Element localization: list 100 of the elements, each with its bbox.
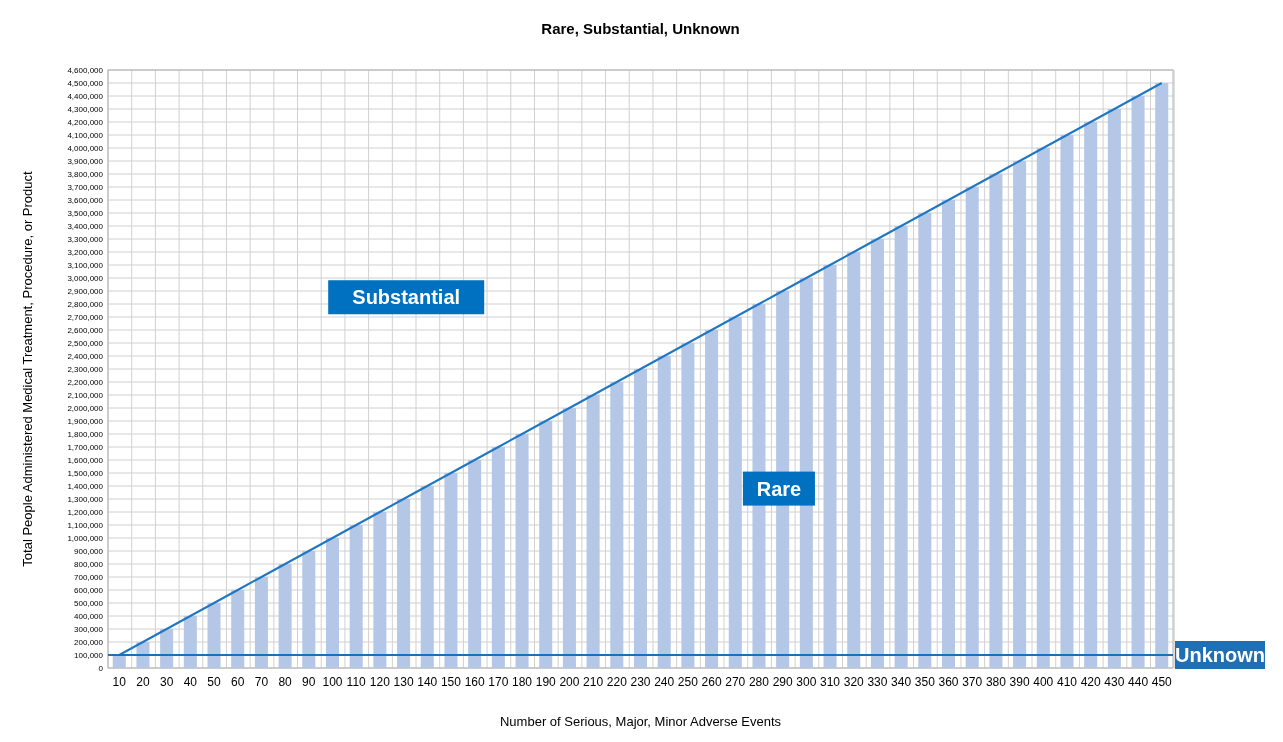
y-tick-label: 4,500,000 xyxy=(67,78,104,88)
x-tick-label: 400 xyxy=(1033,675,1054,689)
bar xyxy=(965,187,979,668)
y-tick-label: 3,800,000 xyxy=(67,169,104,179)
bar xyxy=(918,213,932,668)
line-series xyxy=(118,82,1163,656)
y-tick-label: 1,000,000 xyxy=(67,533,104,543)
x-tick-label: 180 xyxy=(512,675,533,689)
bar xyxy=(515,434,529,668)
x-tick-label: 210 xyxy=(583,675,604,689)
y-tick-label: 2,000,000 xyxy=(67,403,104,413)
y-tick-label: 4,400,000 xyxy=(67,91,104,101)
ref-line-label: Unknown xyxy=(1175,644,1265,666)
x-tick-label: 240 xyxy=(654,675,675,689)
y-tick-label: 300,000 xyxy=(74,624,104,634)
y-tick-label: 2,900,000 xyxy=(67,286,104,296)
bar xyxy=(302,551,316,668)
x-tick-label: 370 xyxy=(962,675,983,689)
x-tick-label: 260 xyxy=(701,675,722,689)
x-tick-label: 150 xyxy=(440,675,462,689)
y-tick-label: 2,700,000 xyxy=(67,312,104,322)
y-tick-label: 1,800,000 xyxy=(67,429,104,439)
x-tick-label: 50 xyxy=(207,675,222,689)
x-tick-label: 300 xyxy=(796,675,817,689)
x-tick-label: 360 xyxy=(938,675,959,689)
y-tick-label: 1,200,000 xyxy=(67,507,104,517)
y-tick-label: 3,100,000 xyxy=(67,260,104,270)
x-tick-label: 170 xyxy=(488,675,509,689)
bar xyxy=(349,525,363,668)
y-tick-label: 4,300,000 xyxy=(67,104,104,114)
bar xyxy=(1131,96,1145,668)
bar xyxy=(1107,109,1121,668)
y-tick-label: 1,400,000 xyxy=(67,481,104,491)
bar xyxy=(254,577,268,668)
x-tick-label: 410 xyxy=(1056,675,1078,689)
bar xyxy=(397,499,411,668)
bar xyxy=(231,590,245,668)
y-tick-label: 2,600,000 xyxy=(67,325,104,335)
x-tick-label: 120 xyxy=(369,675,391,689)
bar xyxy=(633,369,648,668)
y-tick-label: 500,000 xyxy=(74,598,104,608)
x-tick-label: 220 xyxy=(606,675,628,689)
x-tick-label: 100 xyxy=(322,675,343,689)
bar xyxy=(491,447,505,668)
bar xyxy=(823,265,837,668)
bar xyxy=(705,330,719,668)
y-tick-label: 1,700,000 xyxy=(67,442,104,452)
bar xyxy=(325,538,340,668)
chart-title: Rare, Substantial, Unknown xyxy=(541,20,740,37)
bar xyxy=(681,343,695,668)
x-tick-label: 130 xyxy=(393,675,414,689)
y-tick-label: 700,000 xyxy=(74,572,104,582)
x-tick-label: 10 xyxy=(112,675,127,689)
x-tick-label: 70 xyxy=(254,675,269,689)
x-axis-title: Number of Serious, Major, Minor Adverse Events xyxy=(499,714,782,729)
y-tick-label: 3,500,000 xyxy=(67,208,104,218)
x-tick-label: 390 xyxy=(1009,675,1030,689)
y-tick-label: 2,100,000 xyxy=(67,390,104,400)
x-tick-label: 190 xyxy=(535,675,557,689)
y-tick-label: 2,400,000 xyxy=(67,351,104,361)
bar xyxy=(941,200,956,668)
y-tick-label: 600,000 xyxy=(74,585,104,595)
y-tick-label: 400,000 xyxy=(74,611,104,621)
y-tick-label: 200,000 xyxy=(74,637,104,647)
bar xyxy=(420,486,434,668)
y-tick-label: 4,100,000 xyxy=(67,130,104,140)
x-tick-label: 420 xyxy=(1080,675,1101,689)
y-tick-label: 800,000 xyxy=(74,559,104,569)
bar xyxy=(1036,148,1050,668)
y-tick-label: 100,000 xyxy=(74,650,104,660)
x-tick-label: 230 xyxy=(630,675,651,689)
y-tick-label: 1,600,000 xyxy=(67,455,104,465)
bar xyxy=(610,382,624,668)
y-tick-label: 900,000 xyxy=(74,546,104,556)
y-tick-label: 1,900,000 xyxy=(67,416,104,426)
bar xyxy=(444,473,458,668)
x-tick-label: 290 xyxy=(772,675,793,689)
y-tick-label: 2,800,000 xyxy=(67,299,104,309)
bar xyxy=(586,395,600,668)
x-tick-label: 20 xyxy=(136,675,150,689)
x-tick-label: 380 xyxy=(985,675,1007,689)
bar xyxy=(562,408,576,668)
bar xyxy=(728,317,742,668)
bar xyxy=(657,356,671,668)
bar xyxy=(1060,135,1074,668)
x-tick-label: 110 xyxy=(346,675,367,689)
x-tick-label: 450 xyxy=(1151,675,1173,689)
x-tick-label: 440 xyxy=(1128,675,1149,689)
x-tick-label: 350 xyxy=(914,675,936,689)
y-tick-label: 2,300,000 xyxy=(67,364,104,374)
bar xyxy=(468,460,482,668)
annotation: Substantial xyxy=(352,286,461,309)
y-tick-label: 3,700,000 xyxy=(67,182,104,192)
y-tick-label: 3,400,000 xyxy=(67,221,104,231)
y-tick-label: 4,200,000 xyxy=(67,117,104,127)
bar xyxy=(847,252,861,668)
bar xyxy=(278,564,292,668)
x-tick-label: 80 xyxy=(278,675,293,689)
y-tick-label: 4,600,000 xyxy=(67,65,104,75)
y-tick-label: 4,000,000 xyxy=(67,143,104,153)
